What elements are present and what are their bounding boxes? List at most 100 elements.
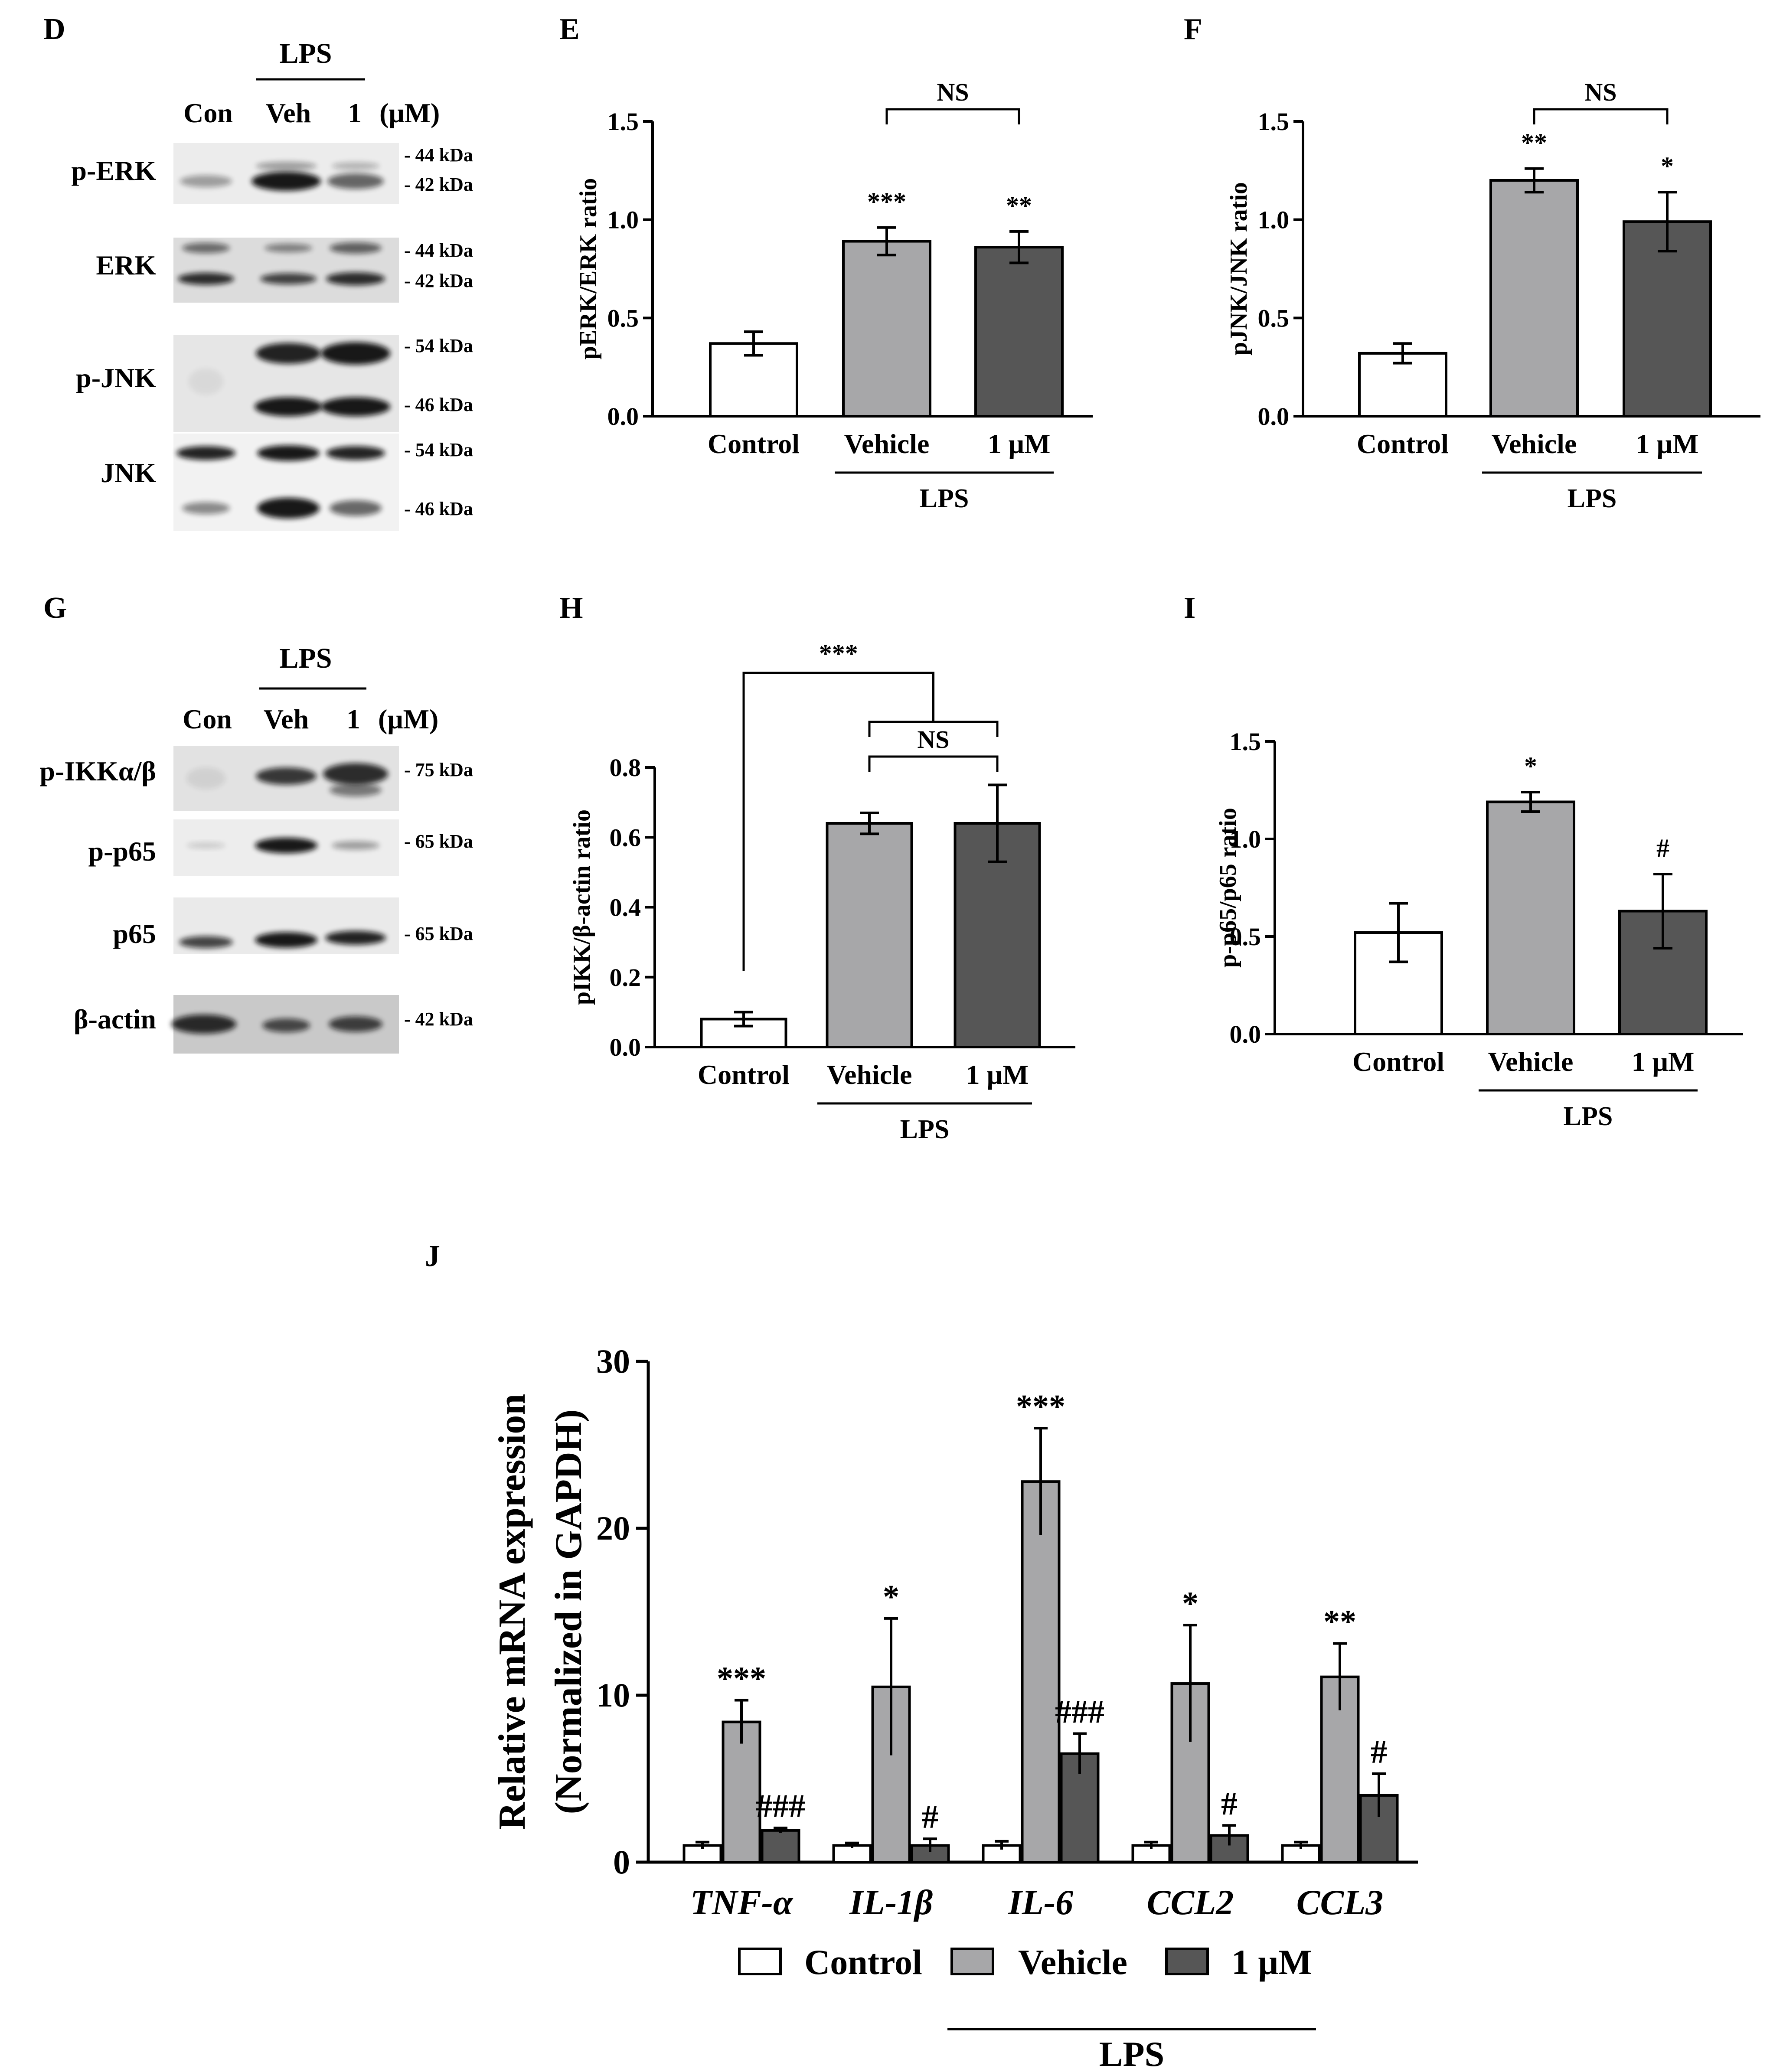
significance-label: ** (1006, 191, 1032, 220)
blot-d-lane-con: Con (183, 98, 233, 128)
legend-swatch (950, 1948, 994, 1975)
chart-j: 0 10 20 30 Relative mRNA expression (Normaliz… (491, 1342, 1418, 2072)
category-label: Control (708, 428, 800, 459)
significance-label: # (922, 1799, 938, 1835)
blot-d-lane-veh: Veh (266, 98, 311, 128)
category-label: Vehicle (1488, 1046, 1574, 1077)
legend-label: Vehicle (1018, 1942, 1127, 1982)
panel-letter-i: I (1184, 591, 1195, 625)
category-label: IL-1β (849, 1883, 933, 1922)
blot-band (255, 838, 317, 853)
blot-row-label: JNK (101, 457, 156, 488)
kda-label: - 44 kDa (404, 144, 473, 166)
significance-label: * (1524, 752, 1537, 780)
blot-band (256, 343, 321, 364)
blot-band (189, 369, 223, 395)
blot-band (180, 175, 232, 187)
y-axis-label: pJNK/JNK ratio (1225, 182, 1252, 356)
blot-band (255, 932, 317, 948)
blot-band (182, 243, 230, 253)
lps-group-label: LPS (900, 1115, 950, 1144)
y-tick-label: 0.8 (610, 754, 641, 782)
kda-label: - 42 kDa (404, 1008, 473, 1030)
kda-label: - 46 kDa (404, 394, 473, 415)
category-label: 1 μM (1632, 1046, 1695, 1077)
bar (1021, 1480, 1061, 1863)
y-tick-label: 0 (613, 1843, 630, 1881)
chart-f: 0.0 0.5 1.0 1.5 pJNK/JNK ratio Control Vehicle… (1225, 78, 1760, 513)
y-tick-label: 0.5 (1230, 923, 1261, 951)
blot-band (332, 841, 379, 850)
significance-label: ** (1521, 128, 1547, 157)
legend-label: 1 μM (1231, 1942, 1312, 1982)
blot-panel-d: LPS Con Veh 1 (μM) p-ERK - 44 kDa - 42 kDa… (71, 38, 473, 531)
category-label: Control (698, 1059, 790, 1090)
y-tick-label: 1.0 (1258, 206, 1290, 234)
ns-bracket (1533, 108, 1669, 124)
blot-row-label: p65 (113, 918, 156, 949)
blot-band (330, 242, 382, 254)
panel-letter-h: H (559, 591, 583, 625)
blot-band (256, 162, 317, 170)
y-tick-label: 10 (596, 1676, 630, 1714)
blot-d-lps-label: LPS (279, 38, 332, 69)
lps-group-label: LPS (1099, 2034, 1164, 2072)
blot-g-lane-1: 1 (346, 704, 360, 734)
blot-panel-g: LPS Con Veh 1 (μM) p-IKKα/β - 75 kDa p-p65… (39, 643, 473, 1054)
y-axis-label: p-p65/p65 ratio (1215, 808, 1241, 968)
ns-label: NS (1584, 78, 1617, 106)
y-tick-label: 1.5 (1230, 728, 1261, 756)
blot-band (186, 767, 225, 789)
blot-band (321, 397, 390, 416)
significance-label: # (1371, 1734, 1387, 1770)
y-tick-label: 1.0 (607, 206, 639, 234)
y-tick-label: 30 (596, 1342, 630, 1380)
blot-g-lane-con: Con (183, 704, 232, 734)
category-label: 1 μM (966, 1059, 1029, 1090)
kda-label: - 44 kDa (404, 240, 473, 261)
y-tick-label: 1.5 (1258, 108, 1290, 136)
blot-band (251, 172, 321, 191)
category-label: 1 μM (988, 428, 1051, 459)
y-tick-label: 1.0 (1230, 825, 1261, 853)
chart-e: 0.0 0.5 1.0 1.5 pERK/ERK ratio Control Vehicle… (575, 78, 1093, 513)
blot-band (326, 446, 385, 460)
blot-band (178, 273, 234, 285)
blot-band (262, 1018, 310, 1032)
lps-group-label: LPS (920, 484, 969, 513)
comparison-bracket-inner (868, 721, 999, 737)
blot-row-label: p-IKKα/β (39, 756, 156, 786)
panel-letter-e: E (559, 13, 580, 46)
legend-label: Control (804, 1942, 922, 1982)
bar (974, 246, 1064, 418)
ns-bracket (868, 755, 999, 772)
blot-band (327, 173, 384, 189)
blot-band (186, 842, 225, 848)
category-label: CCL3 (1296, 1883, 1383, 1922)
y-tick-label: 0.0 (610, 1033, 641, 1061)
bar (722, 1720, 761, 1864)
category-label: TNF-α (690, 1883, 794, 1922)
blot-band (323, 763, 388, 785)
legend-swatch (738, 1948, 782, 1975)
blot-band (326, 272, 385, 285)
significance-label: *** (867, 187, 906, 216)
kda-label: - 42 kDa (404, 174, 473, 195)
bar (1486, 800, 1575, 1035)
blot-band (179, 936, 233, 948)
kda-label: - 65 kDa (404, 923, 473, 944)
y-tick-label: 1.5 (607, 108, 639, 136)
lps-group-label: LPS (1564, 1102, 1613, 1131)
category-label: IL-6 (1008, 1883, 1073, 1922)
ns-label: NS (937, 78, 969, 106)
blot-band (265, 244, 312, 252)
blot-band (257, 498, 320, 519)
blot-g-unit: (μM) (378, 704, 438, 734)
category-label: Vehicle (827, 1059, 912, 1090)
blot-band (256, 767, 317, 785)
y-axis-label: pERK/ERK ratio (575, 178, 602, 359)
kda-label: - 46 kDa (404, 498, 473, 519)
panel-letter-f: F (1184, 13, 1202, 46)
significance-label: * (1182, 1585, 1199, 1622)
